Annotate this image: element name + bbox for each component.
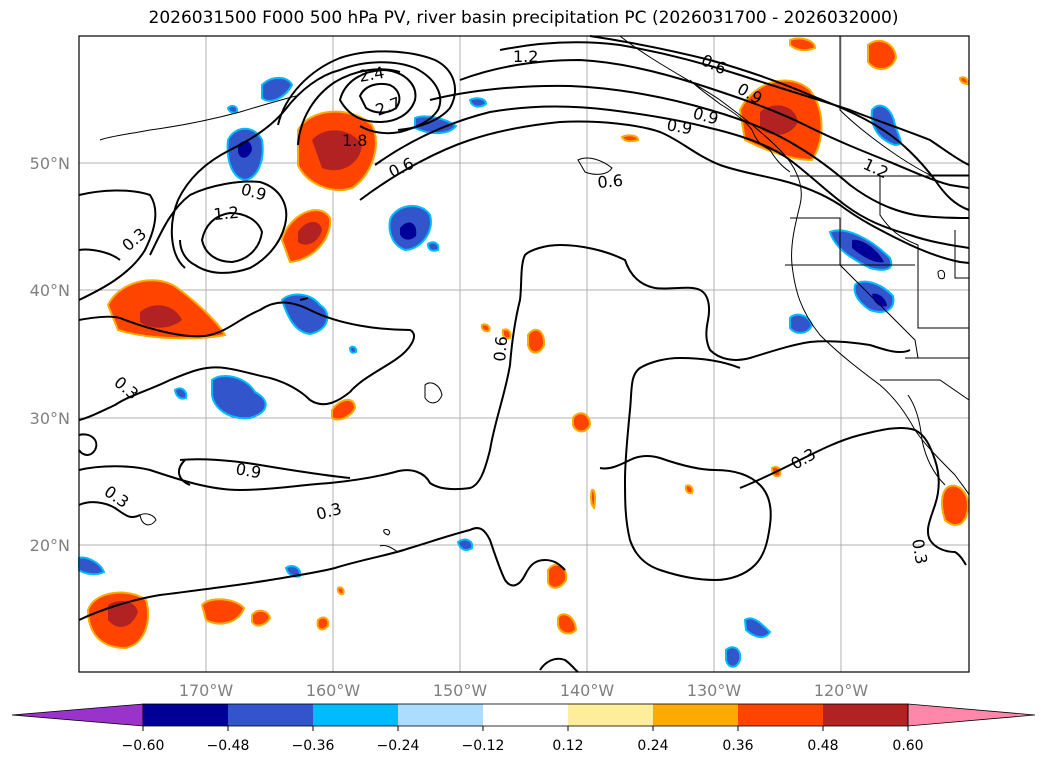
lon-label: 120°W xyxy=(814,681,869,700)
colorbar-extend-high xyxy=(907,703,1036,727)
longitude-labels: 170°W 160°W 150°W 140°W 130°W 120°W xyxy=(179,681,869,700)
colorbar-tick-label: −0.48 xyxy=(207,738,250,754)
colorbar-tick-label: 0.12 xyxy=(552,738,583,754)
colorbar-segment xyxy=(738,704,823,726)
colorbar-tick-label: −0.24 xyxy=(377,738,420,754)
contour-label: 0.9 xyxy=(234,459,262,482)
colorbar-extend-low xyxy=(11,703,144,727)
colorbar-segments xyxy=(11,703,1036,727)
colorbar-segment xyxy=(653,704,738,726)
colorbar-segment xyxy=(228,704,313,726)
colorbar-outline xyxy=(142,703,909,727)
lon-label: 130°W xyxy=(687,681,742,700)
colorbar-ticks: −0.60 −0.48 −0.36 −0.24 −0.12 0.12 0.24 0.36 0.4… xyxy=(122,726,924,754)
colorbar-tick-label: −0.36 xyxy=(292,738,335,754)
contour-label: 1.2 xyxy=(213,203,240,224)
lon-label: 140°W xyxy=(560,681,615,700)
colorbar-tick-label: 0.24 xyxy=(637,738,668,754)
negative-anomaly xyxy=(78,76,902,668)
contour-label: 0.9 xyxy=(665,115,693,138)
contour-label: 1.8 xyxy=(342,131,367,150)
colorbar: −0.60 −0.48 −0.36 −0.24 −0.12 0.12 0.24 0.36 0.4… xyxy=(11,703,1036,754)
precip-shading xyxy=(78,37,970,668)
lon-label: 160°W xyxy=(306,681,361,700)
positive-anomaly xyxy=(86,37,970,650)
colorbar-tick-label: 0.36 xyxy=(722,738,753,754)
contour-label: 2.4 xyxy=(357,63,385,86)
latitude-labels: 50°N 40°N 30°N 20°N xyxy=(30,154,70,555)
colorbar-segment xyxy=(823,704,908,726)
contour-label: 0.3 xyxy=(908,537,931,565)
lat-label: 30°N xyxy=(30,409,70,428)
colorbar-segment xyxy=(568,704,653,726)
pv-contours xyxy=(78,35,970,673)
colorbar-tick-label: −0.12 xyxy=(462,738,505,754)
colorbar-tick-label: −0.60 xyxy=(122,738,165,754)
colorbar-segment xyxy=(143,704,228,726)
lon-label: 150°W xyxy=(433,681,488,700)
contour-label: 0.6 xyxy=(490,335,511,362)
lon-label: 170°W xyxy=(179,681,234,700)
colorbar-segment xyxy=(398,704,483,726)
lat-label: 50°N xyxy=(30,154,70,173)
lat-label: 40°N xyxy=(30,281,70,300)
colorbar-segment xyxy=(313,704,398,726)
contour-label: 1.2 xyxy=(513,47,538,66)
colorbar-segment xyxy=(483,704,568,726)
map-title: 2026031500 F000 500 hPa PV, river basin … xyxy=(148,8,899,28)
map-panel: 1.2 0.6 0.9 2.4 2.7 1.8 0.6 0.9 1.2 0.3 … xyxy=(78,35,970,673)
colorbar-tick-label: 0.60 xyxy=(892,738,923,754)
contour-label: 0.6 xyxy=(597,171,624,192)
colorbar-tick-label: 0.48 xyxy=(807,738,838,754)
lat-label: 20°N xyxy=(30,536,70,555)
